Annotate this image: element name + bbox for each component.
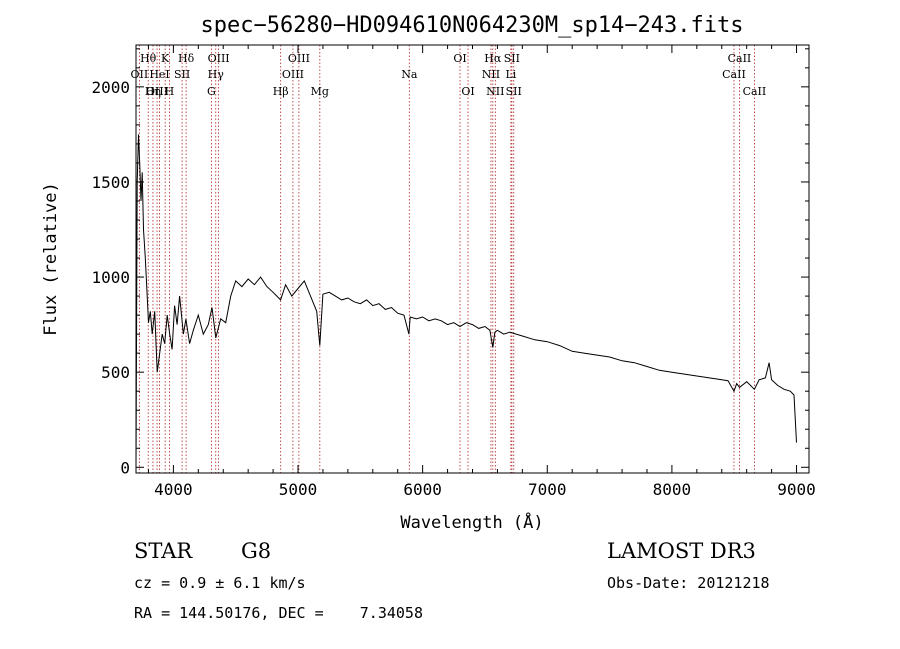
survey-name: LAMOST DR3 (607, 539, 756, 563)
spectral-line-label: Hβ (273, 85, 289, 98)
spectral-line-label: OI (453, 52, 466, 65)
x-tick-label: 5000 (279, 480, 318, 499)
spectral-line-label: Na (401, 68, 418, 81)
spectral-line-label: OIII (282, 68, 304, 81)
y-axis-ticks: 0 500 1000 1500 2000 (91, 48, 809, 477)
y-tick-label: 2000 (91, 78, 130, 97)
spectral-line-label: OII (131, 68, 149, 81)
spectral-line-label: Hη (145, 85, 161, 98)
spectral-line-label: OI (461, 85, 474, 98)
spectral-line-markers (138, 45, 755, 473)
y-tick-label: 0 (120, 458, 130, 477)
spectral-line-label: HeI (149, 68, 169, 81)
spectral-line-label: SII (174, 68, 190, 81)
x-axis-label: Wavelength (Å) (400, 511, 543, 533)
y-axis-label: Flux (relative) (41, 182, 61, 336)
object-subclass: G8 (241, 539, 272, 563)
spectral-line-label: Hγ (208, 68, 225, 81)
spectral-line-label: OIII (208, 52, 230, 65)
plot-frame (135, 44, 810, 474)
spectral-line-label: SII (506, 85, 522, 98)
spectral-line-label: Mg (311, 85, 329, 98)
spectral-line-label: SII (504, 52, 520, 65)
x-tick-label: 4000 (154, 480, 193, 499)
object-class: STAR (134, 539, 193, 563)
spectral-line-label: G (207, 85, 216, 98)
spectral-line-label: OIII (288, 52, 310, 65)
spectral-line-label: OIII (146, 85, 168, 98)
chart-title: spec−56280−HD094610N064230M_sp14−243.fit… (200, 13, 743, 38)
spectral-line-label: CaII (728, 52, 752, 65)
spectral-line-label: Li (505, 68, 516, 81)
y-tick-label: 500 (101, 363, 130, 382)
y-tick-label: 1000 (91, 268, 130, 287)
spectral-line-label: Hα (484, 52, 502, 65)
x-tick-label: 9000 (777, 480, 816, 499)
observation-date: Obs-Date: 20121218 (607, 574, 770, 592)
redshift-value: cz = 0.9 ± 6.1 km/s (134, 574, 306, 592)
spectral-line-label: K (161, 52, 170, 65)
spectral-line-label: CaII (722, 68, 746, 81)
spectral-line-label: H (165, 85, 175, 98)
spectral-line-label: Hθ (140, 52, 157, 65)
x-axis-ticks: 4000 5000 6000 7000 8000 9000 (147, 45, 816, 499)
x-tick-label: 7000 (528, 480, 567, 499)
y-tick-label: 1500 (91, 173, 130, 192)
spectral-line-label: CaII (743, 85, 767, 98)
x-tick-label: 8000 (653, 480, 692, 499)
coordinates: RA = 144.50176, DEC = 7.34058 (134, 604, 423, 622)
spectral-line-label: NII (482, 68, 500, 81)
x-tick-label: 6000 (403, 480, 442, 499)
spectral-line-label: NII (486, 85, 504, 98)
spectral-line-label: Hδ (178, 52, 195, 65)
flux-series-line (135, 134, 797, 468)
